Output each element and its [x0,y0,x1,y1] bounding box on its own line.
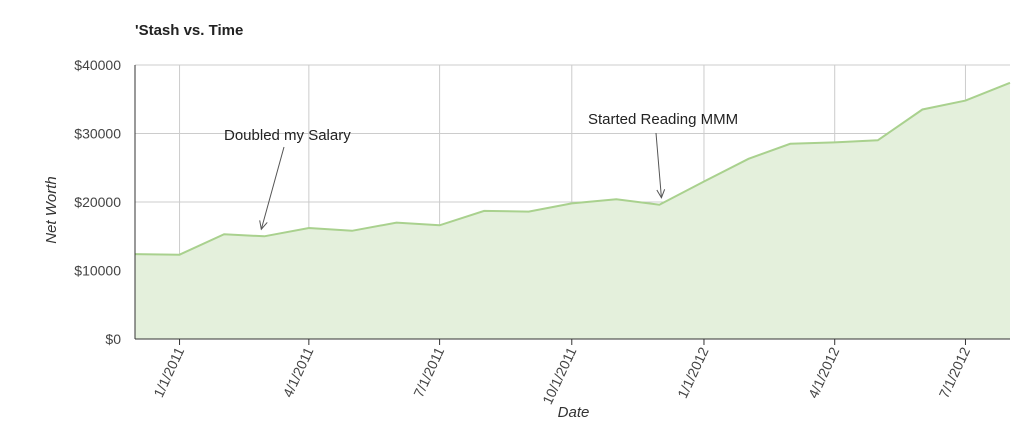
x-tick-label: 1/1/2011 [150,344,187,399]
series-area-fill [135,82,1010,340]
annotation-arrow [655,132,662,198]
y-tick-label: $20000 [74,194,121,210]
y-axis-title: Net Worth [43,176,60,244]
x-tick-label: 4/1/2011 [279,344,316,399]
y-tick-label: $40000 [74,57,121,73]
x-tick-label: 4/1/2012 [805,344,843,400]
annotation-label: Doubled my Salary [224,127,351,144]
y-tick-label: $0 [105,331,121,347]
x-tick-label: 7/1/2011 [410,344,447,399]
annotation-label: Started Reading MMM [588,111,738,128]
x-tick-label: 10/1/2011 [539,344,579,406]
y-tick-label: $10000 [74,263,121,279]
y-tick-label: $30000 [74,126,121,142]
series-line [134,81,1011,256]
annotation-arrow [260,146,285,230]
chart-title: 'Stash vs. Time [135,22,244,39]
x-tick-label: 7/1/2012 [936,344,974,400]
x-tick-label: 1/1/2012 [674,344,712,400]
annotation-arrowhead [656,189,666,199]
annotation-arrowhead [259,220,268,231]
x-axis-title: Date [558,404,590,421]
